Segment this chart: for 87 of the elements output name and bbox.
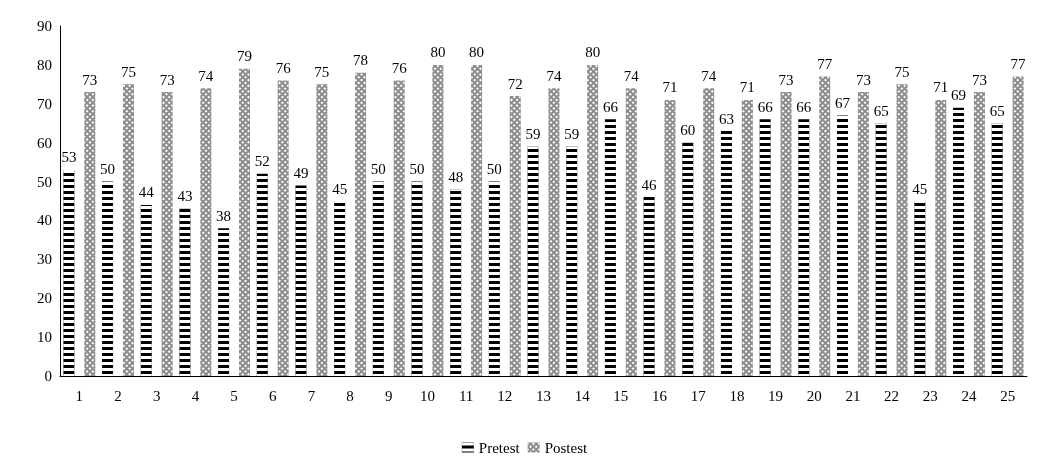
data-label: 76 [275, 59, 292, 76]
data-label: 52 [254, 153, 270, 170]
x-tick-label: 17 [690, 387, 707, 404]
data-label: 65 [989, 102, 1005, 119]
x-tick-label: 3 [152, 387, 161, 404]
data-label: 75 [120, 63, 136, 80]
x-tick-label: 8 [346, 387, 354, 404]
data-label: 74 [623, 67, 640, 84]
x-tick-label: 5 [230, 387, 238, 404]
data-label: 50 [100, 161, 116, 178]
data-label: 75 [894, 63, 910, 80]
data-label: 73 [778, 71, 794, 88]
y-tick-label: 30 [37, 251, 52, 268]
y-tick-label: 70 [37, 95, 52, 112]
data-label: 71 [739, 79, 755, 96]
x-tick-label: 13 [536, 387, 551, 404]
data-label: 80 [585, 44, 601, 61]
data-label: 76 [391, 59, 408, 76]
x-tick-label: 2 [114, 387, 122, 404]
legend-label: Pretest [478, 439, 521, 456]
data-label: 49 [293, 164, 309, 181]
data-label: 72 [507, 75, 523, 92]
y-tick-label: 60 [37, 134, 52, 151]
y-tick-label: 90 [37, 18, 52, 34]
y-tick-label: 10 [37, 329, 52, 346]
x-tick-label: 22 [884, 387, 900, 404]
x-tick-label: 16 [652, 387, 668, 404]
data-label: 43 [177, 188, 193, 205]
y-tick-label: 0 [44, 368, 52, 384]
x-tick-label: 9 [385, 387, 393, 404]
data-label: 69 [951, 87, 967, 104]
data-label: 79 [237, 48, 253, 65]
x-tick-label: 24 [961, 387, 977, 404]
data-label: 74 [198, 67, 214, 84]
data-label: 48 [448, 168, 464, 185]
data-label: 59 [525, 126, 541, 143]
y-tick-label: 80 [37, 56, 52, 73]
data-label: 53 [61, 149, 77, 166]
x-tick-label: 18 [729, 387, 745, 404]
data-label: 71 [662, 79, 678, 96]
data-label: 67 [834, 94, 851, 111]
data-label: 50 [486, 161, 502, 178]
data-label: 38 [216, 207, 232, 224]
data-label: 78 [353, 52, 369, 69]
data-label: 73 [971, 71, 987, 88]
data-label: 73 [82, 71, 98, 88]
x-tick-label: 1 [75, 387, 84, 404]
x-tick-label: 4 [191, 387, 200, 404]
data-label: 80 [430, 44, 446, 61]
x-tick-label: 6 [268, 387, 277, 404]
data-label: 77 [1010, 56, 1027, 73]
x-tick-label: 7 [307, 387, 316, 404]
data-label: 73 [855, 71, 871, 88]
data-label: 46 [641, 176, 658, 193]
x-tick-label: 20 [806, 387, 822, 404]
data-label: 59 [564, 126, 580, 143]
y-tick-label: 50 [37, 173, 52, 190]
data-label: 74 [546, 67, 562, 84]
x-tick-label: 23 [922, 387, 938, 404]
data-label: 50 [409, 161, 425, 178]
y-tick-label: 40 [37, 212, 52, 229]
data-label: 60 [680, 122, 696, 139]
data-label: 65 [873, 102, 889, 119]
x-tick-label: 14 [574, 387, 591, 404]
data-label: 45 [912, 180, 928, 197]
y-tick-label: 20 [37, 290, 52, 307]
x-tick-label: 19 [768, 387, 784, 404]
x-tick-label: 10 [419, 387, 435, 404]
data-label: 66 [796, 98, 812, 115]
data-label: 50 [370, 161, 386, 178]
data-label: 75 [314, 63, 330, 80]
x-tick-label: 25 [1000, 387, 1016, 404]
legend-label: Postest [544, 439, 588, 456]
data-label: 66 [757, 98, 774, 115]
x-tick-label: 21 [845, 387, 861, 404]
x-tick-label: 12 [497, 387, 513, 404]
data-label: 44 [138, 184, 155, 201]
data-label: 77 [817, 56, 833, 73]
data-label: 63 [718, 110, 734, 127]
data-label: 66 [602, 98, 619, 115]
x-tick-label: 15 [613, 387, 629, 404]
data-label: 80 [469, 44, 485, 61]
data-label: 73 [159, 71, 175, 88]
data-label: 71 [933, 79, 949, 96]
x-tick-label: 11 [458, 387, 474, 404]
data-label: 74 [701, 67, 717, 84]
data-label: 45 [332, 180, 348, 197]
